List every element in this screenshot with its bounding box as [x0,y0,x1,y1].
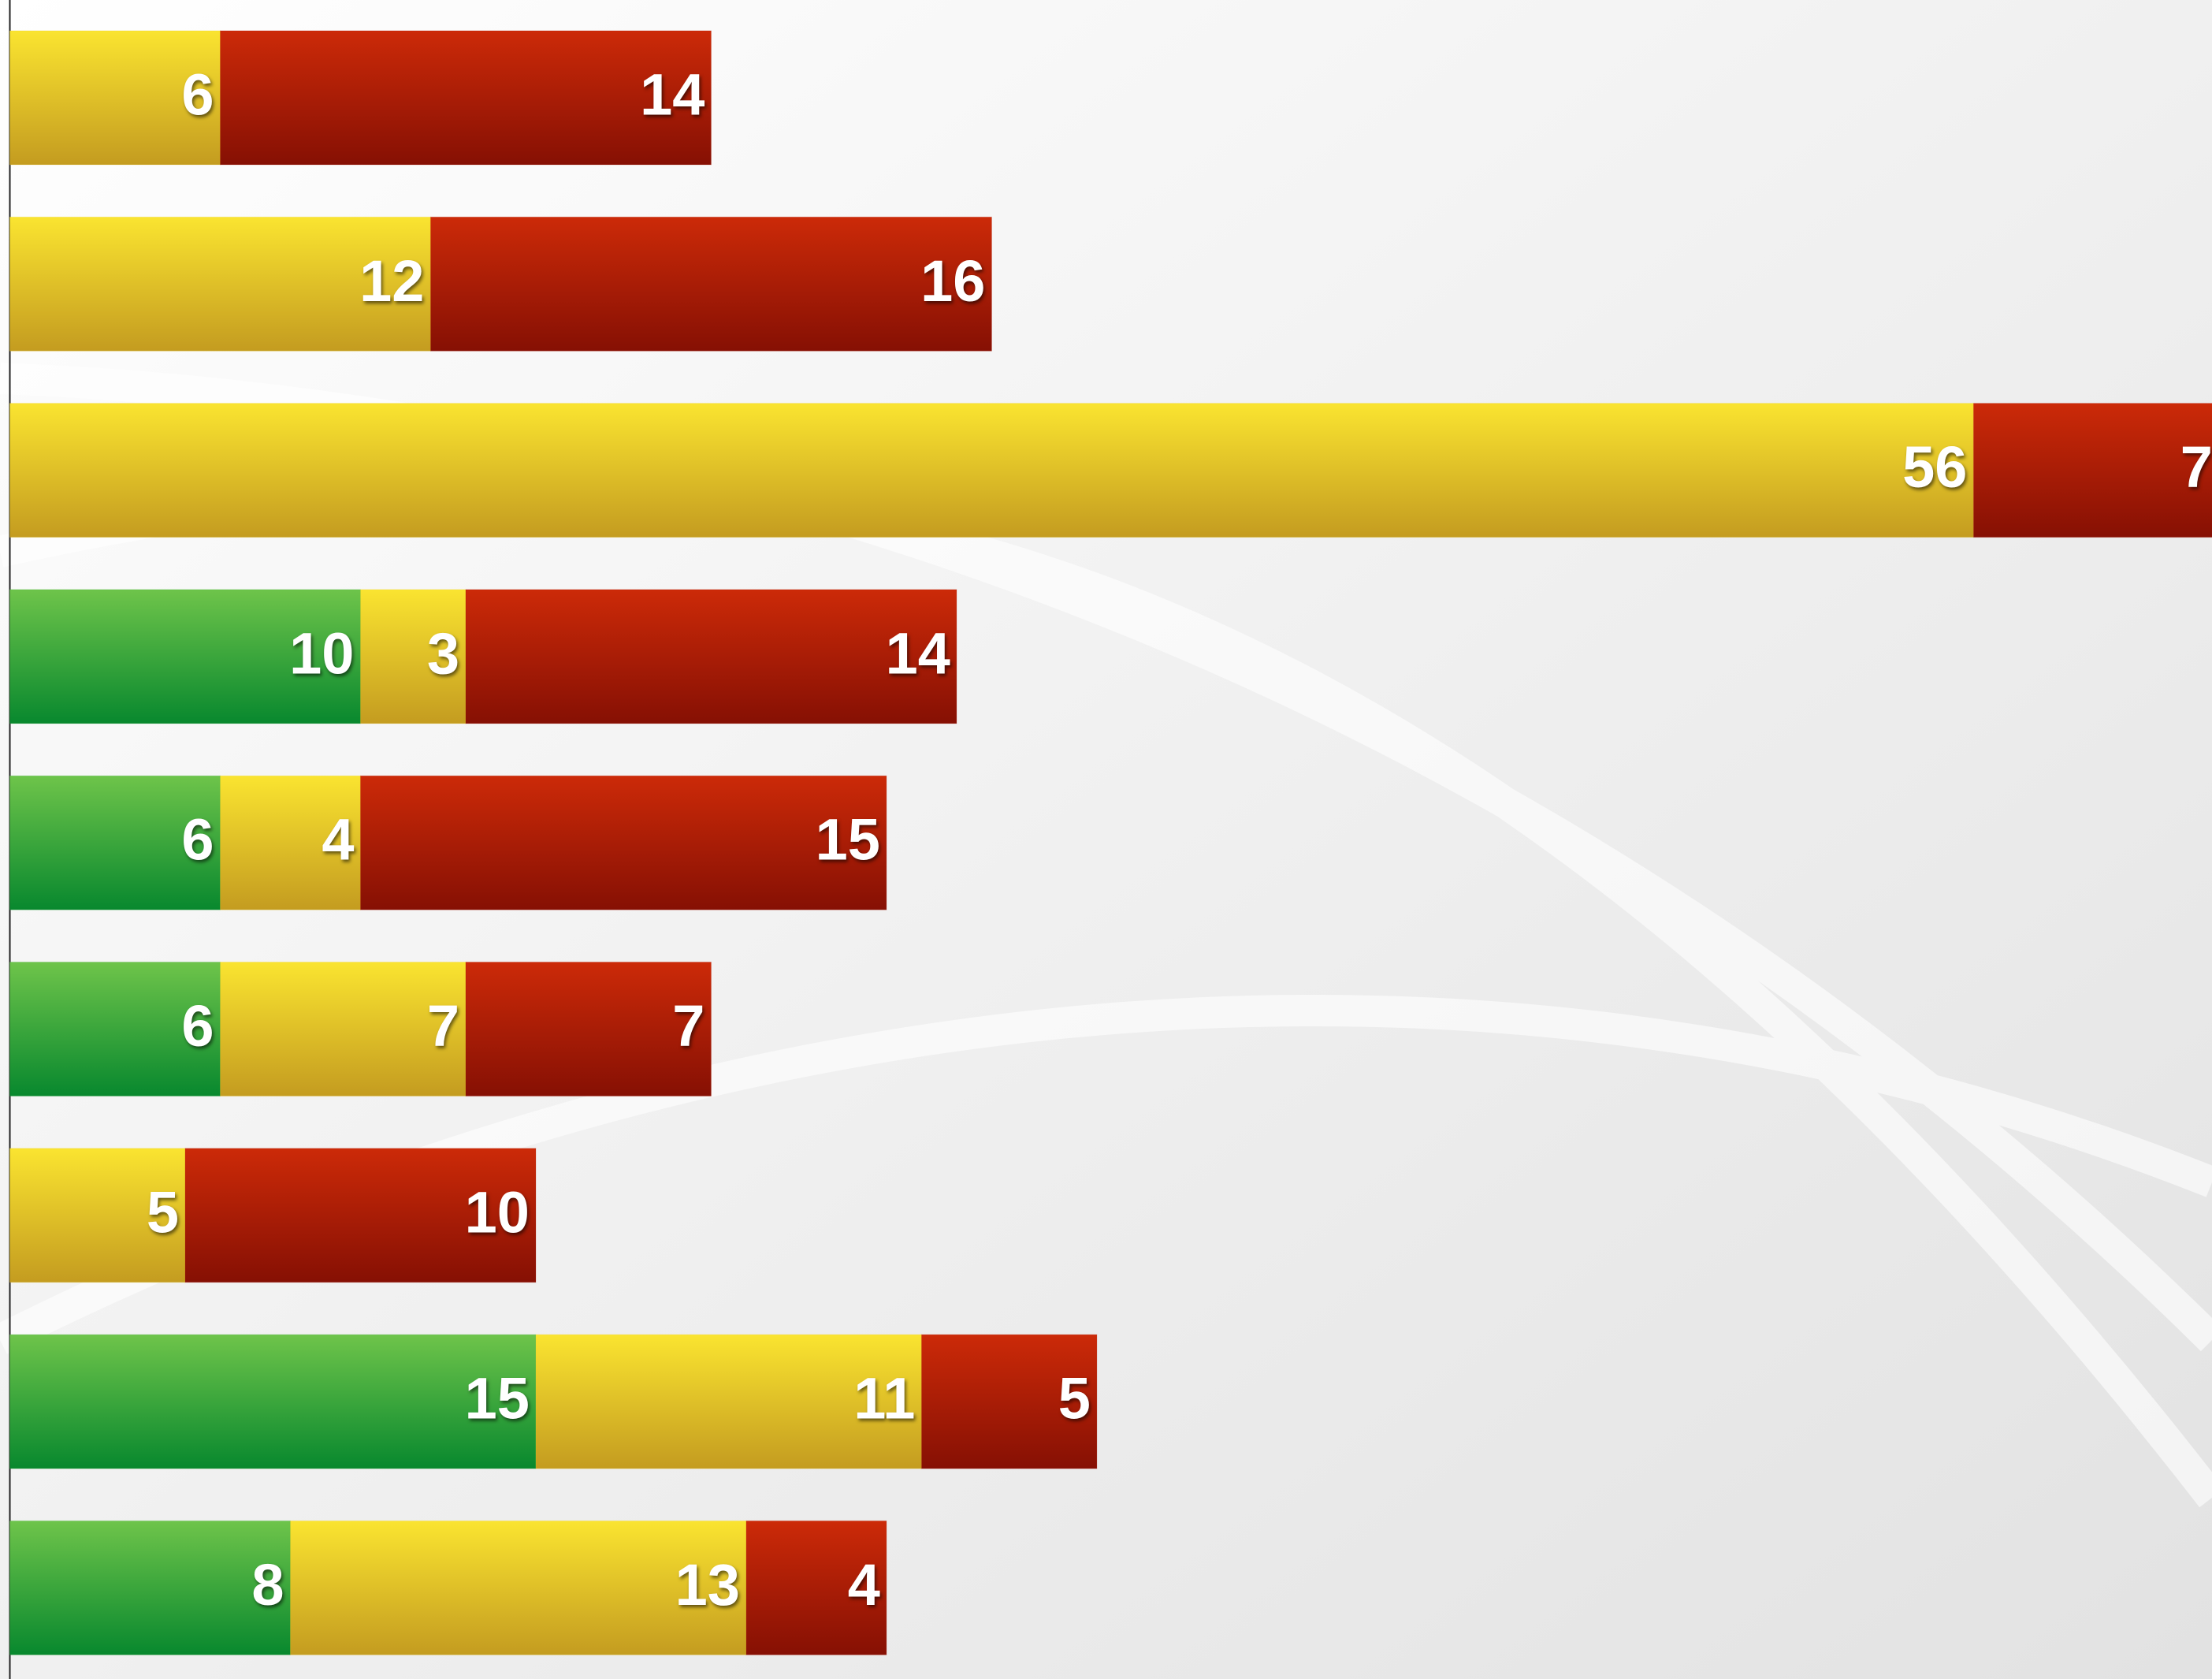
bar-segment [1972,403,2212,538]
bar-segment [920,1334,1098,1469]
bar-segment [9,216,431,352]
value-label: 15 [816,807,880,873]
value-label: 7 [2180,434,2212,500]
bar-segment [359,775,887,910]
bar-segment [9,30,221,166]
value-label: 10 [465,1179,530,1245]
value-label: 6 [181,993,214,1059]
value-label: 7 [427,993,459,1059]
value-label: 6 [181,62,214,128]
bar-segment [9,589,361,724]
value-label: 4 [848,1552,880,1618]
bar-segment [465,589,957,724]
bar-segment [359,589,467,724]
value-label: 6 [181,807,214,873]
bar-segment [9,1520,291,1655]
value-label: 56 [1902,434,1967,500]
bar-segment [745,1520,887,1655]
value-label: 16 [920,248,985,314]
bar-segment [535,1334,922,1469]
bar-segment [9,1148,186,1283]
bar-segment [9,1334,537,1469]
bar-segment [219,962,467,1096]
value-label: 8 [251,1552,284,1618]
value-label: 10 [289,620,354,686]
value-label: 4 [322,807,354,873]
bar-segment [289,1520,747,1655]
value-label: 13 [675,1552,740,1618]
value-label: 5 [147,1179,179,1245]
value-label: 5 [1058,1366,1091,1431]
bar-segment [219,30,712,166]
bar-segment [184,1148,537,1283]
value-label: 15 [465,1366,530,1431]
value-label: 11 [853,1366,915,1431]
bar-segment [9,775,221,910]
value-label: 14 [640,62,704,128]
bar-segment [465,962,712,1096]
bar-segment [9,403,1974,538]
bar-segment [9,962,221,1096]
value-label: 3 [427,620,459,686]
value-label: 7 [672,993,704,1059]
bar-segment [429,216,992,352]
value-label: 12 [359,248,424,314]
bar-segment [219,775,361,910]
value-label: 14 [886,620,950,686]
